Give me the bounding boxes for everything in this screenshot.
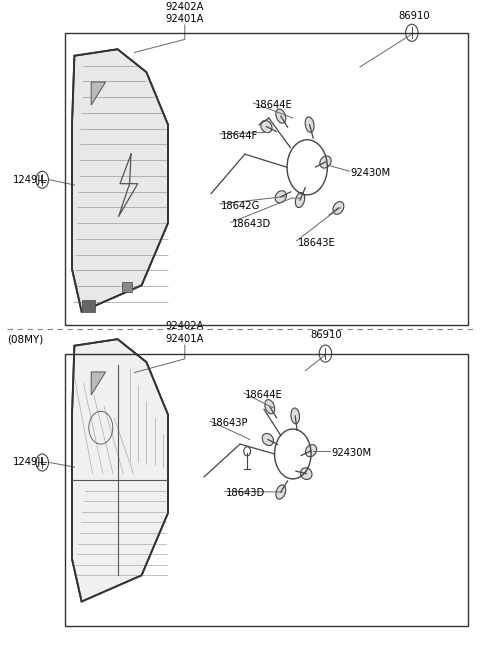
- Ellipse shape: [300, 468, 312, 480]
- Ellipse shape: [305, 445, 317, 457]
- Ellipse shape: [265, 400, 275, 414]
- Text: 92430M: 92430M: [331, 447, 372, 458]
- Ellipse shape: [262, 434, 274, 445]
- Bar: [122, 282, 132, 292]
- Ellipse shape: [291, 408, 300, 424]
- Text: 86910: 86910: [311, 331, 342, 340]
- Text: 1249JL: 1249JL: [13, 457, 47, 468]
- Ellipse shape: [305, 117, 314, 133]
- Bar: [82, 300, 95, 312]
- Bar: [65, 33, 468, 325]
- Text: 18643E: 18643E: [298, 237, 336, 248]
- Ellipse shape: [320, 156, 331, 168]
- Text: (08MY): (08MY): [7, 335, 44, 344]
- Text: 18643P: 18643P: [211, 418, 249, 428]
- Text: 92402A
92401A: 92402A 92401A: [166, 2, 204, 24]
- Text: 92402A
92401A: 92402A 92401A: [166, 321, 204, 344]
- Ellipse shape: [261, 121, 272, 133]
- Ellipse shape: [275, 191, 287, 203]
- Ellipse shape: [276, 109, 286, 123]
- Ellipse shape: [295, 193, 305, 207]
- Text: 18643D: 18643D: [232, 219, 271, 230]
- Text: 18642G: 18642G: [221, 201, 260, 211]
- Text: 18644E: 18644E: [254, 100, 292, 110]
- Text: 18643D: 18643D: [226, 488, 265, 499]
- Text: 1249JL: 1249JL: [13, 174, 47, 185]
- Polygon shape: [91, 82, 106, 105]
- Text: 86910: 86910: [398, 11, 430, 21]
- Ellipse shape: [276, 485, 286, 499]
- Bar: [65, 354, 468, 626]
- Polygon shape: [72, 339, 168, 602]
- Polygon shape: [91, 372, 106, 395]
- Text: 92430M: 92430M: [350, 168, 391, 178]
- Text: 18644F: 18644F: [221, 131, 258, 141]
- Text: 18644E: 18644E: [245, 390, 283, 400]
- Ellipse shape: [333, 201, 344, 215]
- Polygon shape: [72, 49, 168, 312]
